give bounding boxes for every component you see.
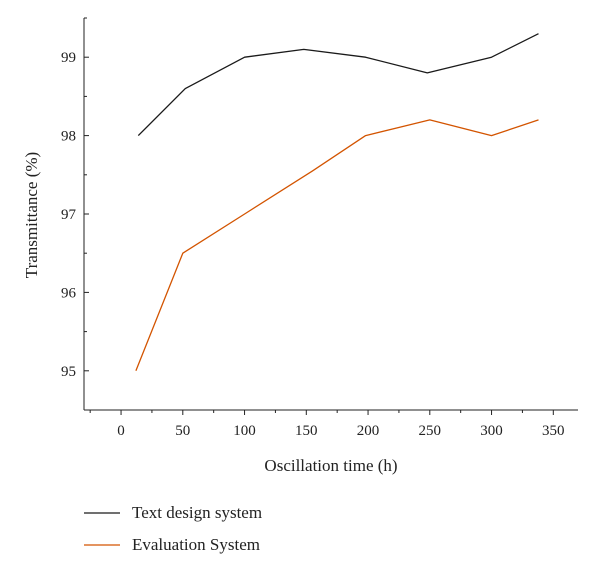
plot-frame bbox=[83, 18, 578, 411]
y-ticks: 95 96 97 98 99 bbox=[61, 17, 89, 411]
legend-label-text-design-system: Text design system bbox=[132, 503, 262, 522]
x-tick-label: 350 bbox=[542, 423, 565, 439]
y-axis-title: Transmittance (%) bbox=[22, 152, 41, 278]
x-tick-label: 0 bbox=[117, 423, 125, 439]
x-tick-label: 150 bbox=[295, 423, 318, 439]
x-tick-label: 100 bbox=[233, 423, 256, 439]
series-line-text-design-system bbox=[137, 33, 539, 137]
x-tick-label: 50 bbox=[175, 423, 190, 439]
x-tick-label: 250 bbox=[419, 423, 442, 439]
legend: Text design system Evaluation System bbox=[84, 503, 262, 554]
y-tick-label: 97 bbox=[61, 207, 77, 223]
legend-label-evaluation-system: Evaluation System bbox=[132, 535, 260, 554]
y-tick-label: 96 bbox=[61, 285, 77, 301]
x-tick-label: 200 bbox=[357, 423, 380, 439]
series-layer bbox=[135, 33, 539, 372]
series-line-evaluation-system bbox=[135, 119, 539, 372]
y-tick-label: 98 bbox=[61, 129, 76, 145]
y-tick-label: 99 bbox=[61, 50, 76, 66]
y-tick-label: 95 bbox=[61, 364, 76, 380]
x-tick-label: 300 bbox=[480, 423, 503, 439]
x-ticks: 0 50 100 150 200 250 300 350 bbox=[89, 410, 565, 439]
x-axis-title: Oscillation time (h) bbox=[264, 456, 397, 475]
